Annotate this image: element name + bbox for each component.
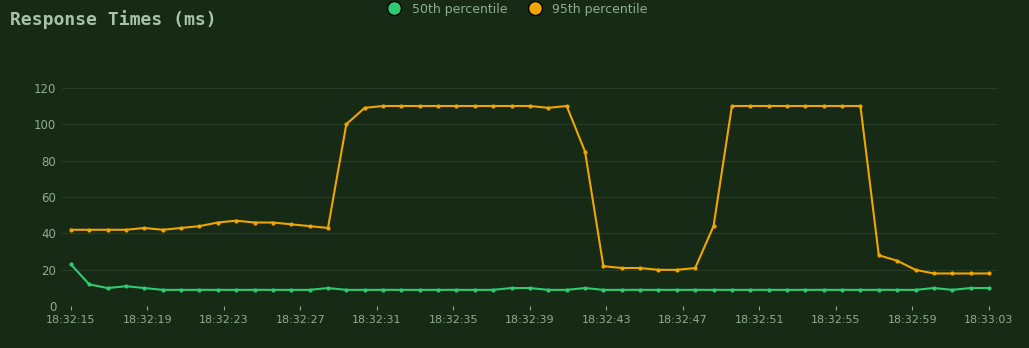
95th percentile	[377, 104, 389, 108]
Legend: 50th percentile, 95th percentile: 50th percentile, 95th percentile	[382, 3, 647, 16]
95th percentile	[267, 220, 279, 224]
50th percentile	[377, 288, 389, 292]
95th percentile	[358, 106, 370, 110]
Line: 50th percentile: 50th percentile	[69, 262, 991, 292]
50th percentile	[744, 288, 756, 292]
95th percentile	[983, 271, 995, 276]
95th percentile	[689, 266, 702, 270]
50th percentile	[983, 286, 995, 290]
95th percentile	[964, 271, 977, 276]
95th percentile	[65, 228, 77, 232]
Text: Response Times (ms): Response Times (ms)	[10, 10, 217, 30]
95th percentile	[341, 122, 353, 126]
50th percentile	[358, 288, 370, 292]
Line: 95th percentile: 95th percentile	[69, 104, 991, 276]
50th percentile	[689, 288, 702, 292]
95th percentile	[744, 104, 756, 108]
50th percentile	[285, 288, 297, 292]
95th percentile	[928, 271, 941, 276]
50th percentile	[65, 262, 77, 267]
50th percentile	[964, 286, 977, 290]
50th percentile	[156, 288, 169, 292]
